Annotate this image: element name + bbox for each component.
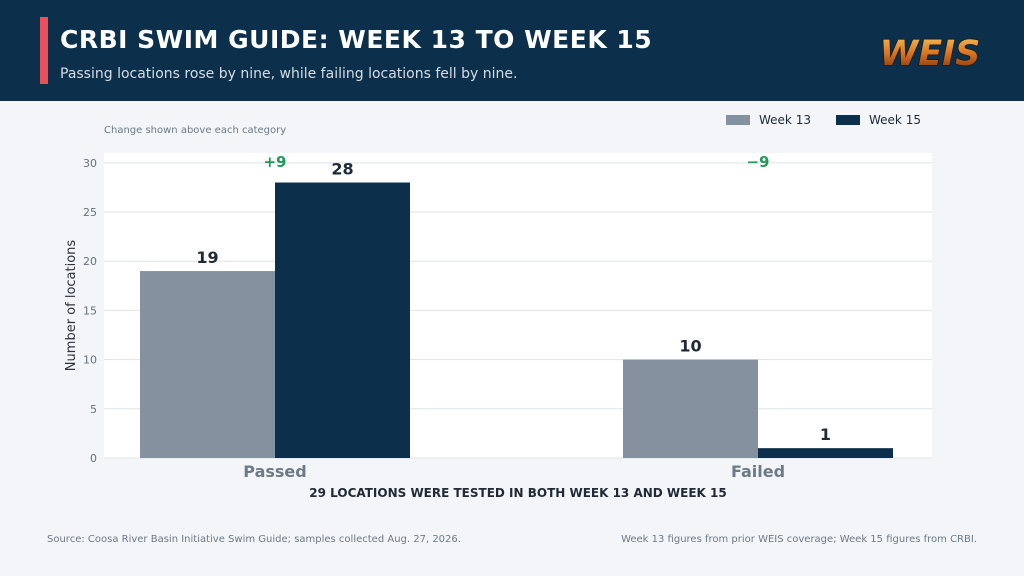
bar-week-13-passed: [140, 271, 275, 458]
change-annotation: −9: [746, 153, 769, 171]
legend-label: Week 13: [759, 113, 811, 127]
y-tick-label: 20: [83, 255, 97, 268]
y-tick-label: 15: [83, 304, 97, 317]
y-tick-label: 25: [83, 206, 97, 219]
data-label: 28: [331, 160, 353, 179]
x-tick-label: Failed: [731, 462, 785, 481]
chart-note: Change shown above each category: [104, 125, 286, 136]
legend-label: Week 15: [869, 113, 921, 127]
source-note: Source: Coosa River Basin Initiative Swi…: [47, 534, 461, 545]
logo-text: WEIS: [880, 34, 981, 72]
page-title: CRBI SWIM GUIDE: WEEK 13 TO WEEK 15: [60, 25, 653, 54]
chart-area: 0 5 10 15 20 25 30 Number of locations Change sh…: [0, 101, 1024, 576]
bar-week-15-failed: [758, 448, 893, 458]
y-axis-label: Number of locations: [64, 240, 79, 372]
legend-swatch: [726, 115, 750, 125]
data-label: 19: [196, 248, 218, 267]
bar-chart: 0 5 10 15 20 25 30 Number of locations Change sh…: [64, 113, 932, 500]
change-annotation: +9: [263, 153, 286, 171]
bar-week-13-failed: [623, 359, 758, 458]
weis-logo: WEIS: [879, 33, 981, 72]
bar-week-15-passed: [275, 182, 410, 459]
data-label: 10: [679, 337, 701, 356]
x-tick-label: Passed: [243, 462, 306, 481]
y-tick-label: 10: [83, 354, 97, 367]
header-banner: CRBI SWIM GUIDE: WEEK 13 TO WEEK 15 Pass…: [0, 0, 1024, 101]
legend-swatch: [836, 115, 860, 125]
y-tick-label: 5: [90, 403, 97, 416]
x-axis-label: 29 LOCATIONS WERE TESTED IN BOTH WEEK 13…: [309, 486, 726, 500]
y-tick-label: 30: [83, 157, 97, 170]
page-subtitle: Passing locations rose by nine, while fa…: [60, 66, 518, 82]
accent-bar: [40, 17, 48, 84]
coverage-note: Week 13 figures from prior WEIS coverage…: [621, 534, 977, 545]
y-tick-label: 0: [90, 452, 97, 465]
data-label: 1: [820, 425, 831, 444]
